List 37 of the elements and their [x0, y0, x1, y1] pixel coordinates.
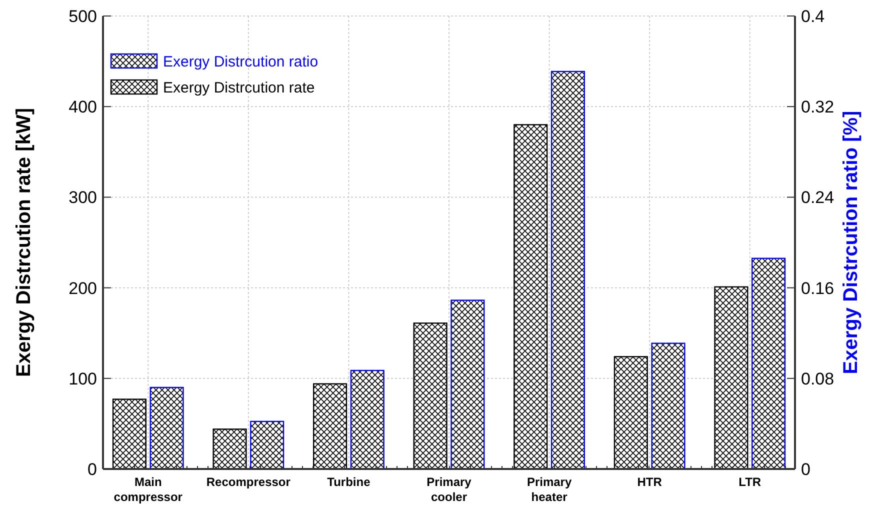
bar [212, 428, 247, 470]
x-tick-label: Recompressor [206, 475, 291, 489]
x-tick-label: Main compressor [114, 475, 183, 504]
y2-tick-label: 0.24 [801, 188, 834, 208]
y2-tick-label: 0.32 [801, 98, 834, 117]
legend-label: Exergy Distrcution rate [163, 79, 315, 96]
bar [514, 124, 548, 470]
bar [714, 286, 748, 470]
y-axis-title: Exergy Distrcution rate [kW] [13, 108, 35, 377]
bar [350, 370, 384, 470]
y-tick-label: 200 [68, 278, 97, 298]
bar [112, 398, 146, 470]
bar [250, 420, 284, 470]
bar [413, 322, 448, 470]
y-tick-label: 300 [68, 188, 97, 208]
y-tick-label: 100 [68, 369, 97, 388]
x-tick-label: LTR [738, 475, 762, 489]
y2-tick-label: 0 [801, 460, 810, 479]
x-tick-label: Turbine [327, 475, 371, 489]
y2-axis-title: Exergy Distrcution ratio [%] [840, 110, 862, 374]
bar [313, 383, 348, 470]
bar [651, 342, 686, 470]
x-tick-label: HTR [637, 475, 662, 489]
bar [614, 356, 648, 470]
legend-label: Exergy Distrcution ratio [163, 53, 318, 70]
y-tick-label: 400 [68, 98, 97, 117]
bar [450, 300, 485, 470]
bar [550, 70, 585, 470]
bar [150, 386, 184, 470]
y2-tick-label: 0.08 [801, 369, 834, 388]
x-tick-label: Primary cooler [426, 475, 472, 504]
bar [752, 258, 786, 470]
y2-tick-label: 0.16 [801, 278, 834, 298]
y-tick-label: 500 [68, 6, 97, 26]
y-tick-label: 0 [88, 460, 97, 479]
y2-tick-label: 0.4 [801, 6, 825, 26]
x-tick-label: Primary heater [526, 475, 572, 504]
